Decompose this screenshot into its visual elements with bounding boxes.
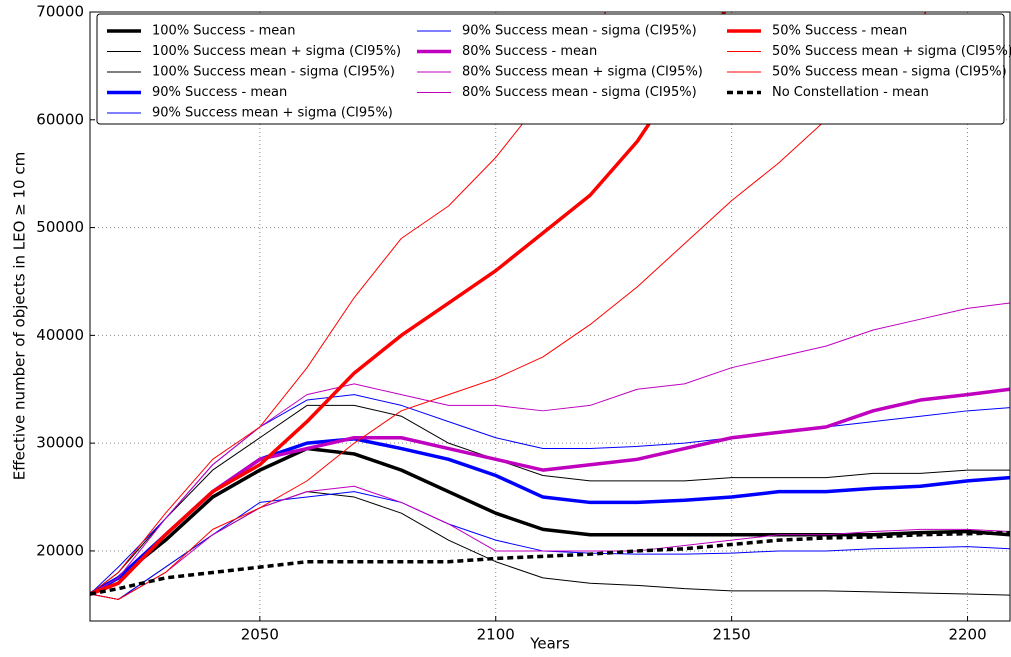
series-line	[90, 530, 1010, 596]
x-tick-label: 2150	[713, 626, 751, 644]
series-line	[90, 446, 1010, 596]
x-axis-label: Years	[529, 635, 570, 653]
legend-label: 80% Success - mean	[462, 44, 597, 59]
y-tick-label: 20000	[36, 541, 84, 559]
series-line	[90, 404, 1010, 595]
plot-frame	[89, 11, 1011, 622]
legend-label: No Constellation - mean	[772, 85, 929, 100]
y-tick-label: 30000	[36, 434, 84, 452]
series-line	[90, 302, 1010, 595]
y-tick-label: 70000	[36, 3, 84, 21]
y-tick-label: 40000	[36, 326, 84, 344]
plot-area	[90, 12, 1010, 600]
legend-label: 80% Success mean - sigma (CI95%)	[462, 85, 697, 100]
series-line	[90, 12, 727, 596]
series-line	[90, 485, 1010, 600]
x-tick-label: 2100	[477, 626, 515, 644]
y-tick-label: 50000	[36, 218, 84, 236]
y-tick-label: 60000	[36, 110, 84, 128]
legend-label: 80% Success mean + sigma (CI95%)	[462, 65, 703, 80]
legend-label: 90% Success mean - sigma (CI95%)	[462, 24, 697, 39]
legend-label: 50% Success mean - sigma (CI95%)	[772, 65, 1007, 80]
legend-label: 100% Success mean - sigma (CI95%)	[152, 65, 395, 80]
y-axis-label: Effective number of objects in LEO ≥ 10 …	[11, 152, 29, 480]
legend-label: 50% Success mean + sigma (CI95%)	[772, 44, 1011, 59]
legend-label: 90% Success - mean	[152, 85, 287, 100]
legend-label: 90% Success mean + sigma (CI95%)	[152, 106, 393, 121]
legend-box	[96, 13, 1005, 125]
legend-label: 100% Success - mean	[152, 24, 295, 39]
x-tick-label: 2050	[241, 626, 279, 644]
legend-label: 50% Success - mean	[772, 24, 907, 39]
x-tick-label: 2200	[948, 626, 986, 644]
legend-label: 100% Success mean + sigma (CI95%)	[152, 44, 401, 59]
